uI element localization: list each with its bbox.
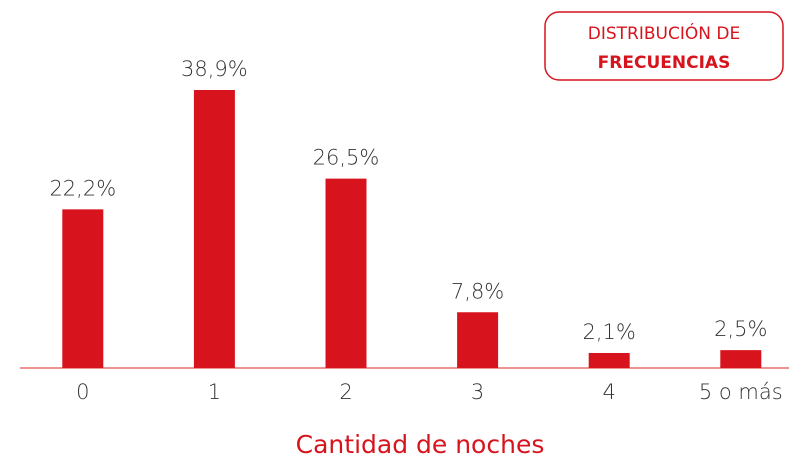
data-label: 2,5% [714, 317, 767, 341]
bar [62, 209, 104, 368]
x-tick-label: 2 [339, 380, 352, 404]
data-label: 38,9% [181, 57, 248, 81]
bar [193, 90, 235, 368]
x-axis-label: Cantidad de noches [296, 430, 545, 459]
bar [720, 350, 762, 368]
bar [457, 312, 499, 368]
chart-title: FRECUENCIAS [598, 53, 731, 73]
x-tick-label: 0 [76, 380, 89, 404]
x-tick-label: 3 [471, 380, 484, 404]
data-label: 26,5% [313, 146, 380, 170]
x-tick-label: 5 o más [699, 380, 783, 404]
x-tick-label: 1 [208, 380, 221, 404]
x-tick-label: 4 [603, 380, 616, 404]
chart-title: DISTRIBUCIÓN DE [588, 22, 740, 44]
data-label: 2,1% [583, 320, 636, 344]
data-label: 7,8% [451, 279, 504, 303]
bar [588, 352, 630, 368]
title-badge [544, 11, 784, 81]
data-label: 22,2% [49, 176, 116, 200]
bar [325, 178, 367, 368]
